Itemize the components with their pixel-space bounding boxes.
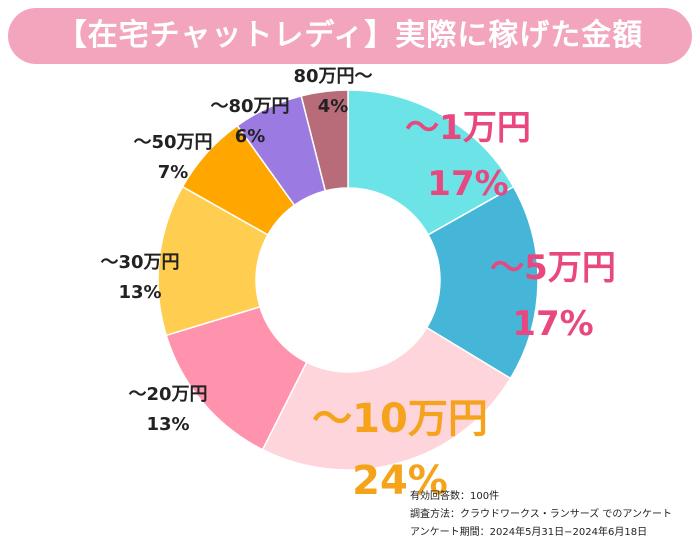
slice-category-label: 80万円〜 (293, 66, 373, 87)
slice-label: 〜80万円 6% (200, 92, 300, 152)
slice-category-label: 〜5万円 (490, 248, 616, 288)
slice-category-label: 〜20万円 (128, 384, 208, 405)
slice-category-label: 〜10万円 (312, 396, 488, 442)
slice-category-label: 〜1万円 (405, 108, 531, 148)
donut-slice (425, 185, 539, 380)
slice-label: 〜30万円 13% (80, 248, 200, 308)
slice-label: 〜1万円 17% (393, 100, 543, 212)
slice-value-label: 13% (118, 282, 162, 303)
slice-label: 〜5万円 17% (478, 240, 628, 352)
footnote-method: 調査方法：クラウドワークス・ランサーズ でのアンケート (410, 509, 672, 520)
footnote: 有効回答数：100件 調査方法：クラウドワークス・ランサーズ でのアンケート ア… (410, 488, 672, 542)
slice-label: 〜10万円 24% (290, 388, 510, 512)
slice-category-label: 〜30万円 (100, 252, 180, 273)
slice-value-label: 17% (512, 304, 594, 344)
chart-title: 【在宅チャットレディ】実際に稼げた金額 (56, 18, 644, 53)
slice-label: 80万円〜 4% (278, 62, 388, 122)
slice-label: 〜20万円 13% (108, 380, 228, 440)
slice-value-label: 7% (157, 162, 189, 183)
slice-value-label: 4% (317, 96, 349, 117)
donut-slice (261, 326, 512, 471)
slice-value-label: 17% (427, 164, 509, 204)
donut-slice (347, 89, 515, 236)
slice-value-label: 13% (146, 414, 190, 435)
slice-category-label: 〜80万円 (210, 96, 290, 117)
footnote-responses: 有効回答数：100件 (410, 491, 500, 502)
slice-value-label: 6% (234, 126, 266, 147)
slice-category-label: 〜50万円 (133, 132, 213, 153)
slice-value-label: 24% (352, 458, 448, 504)
footnote-period: アンケート期間：2024年5月31日−2024年6月18日 (410, 527, 648, 538)
donut-slice (300, 89, 349, 192)
title-banner: 【在宅チャットレディ】実際に稼げた金額 (8, 8, 692, 64)
slice-label: 〜50万円 7% (118, 128, 228, 188)
